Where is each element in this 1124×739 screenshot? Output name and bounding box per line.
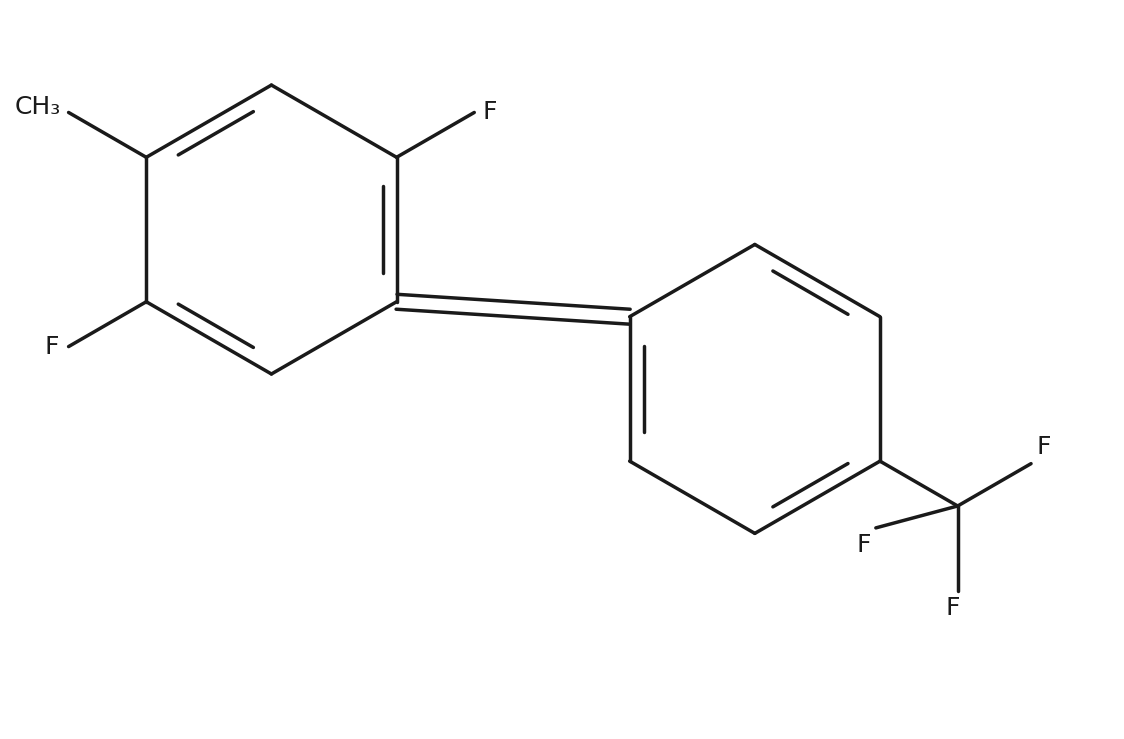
Text: F: F (482, 101, 497, 124)
Text: F: F (945, 596, 960, 619)
Text: F: F (44, 335, 58, 358)
Text: CH₃: CH₃ (15, 95, 61, 120)
Text: F: F (856, 533, 871, 557)
Text: F: F (1036, 435, 1051, 459)
